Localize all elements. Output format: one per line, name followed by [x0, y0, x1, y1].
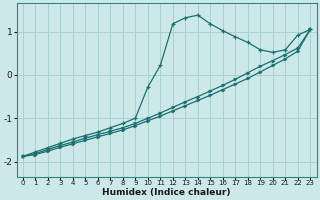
- X-axis label: Humidex (Indice chaleur): Humidex (Indice chaleur): [102, 188, 231, 197]
